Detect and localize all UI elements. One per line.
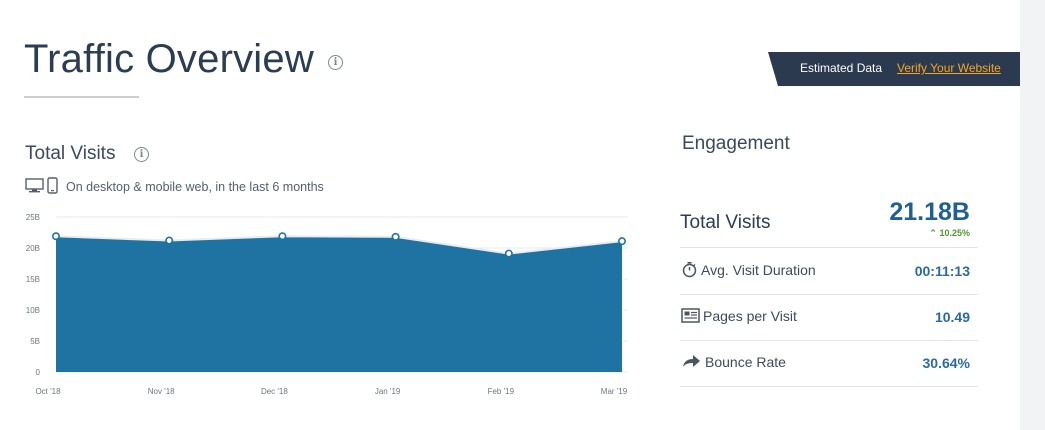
- y-tick-label: 10B: [26, 306, 40, 315]
- estimated-data-banner: [768, 52, 1020, 86]
- x-tick-label: Jan '19: [375, 387, 401, 396]
- visits-line: [55, 235, 623, 255]
- y-tick-label: 25B: [26, 213, 40, 222]
- estimated-data-label: Estimated Data: [800, 61, 883, 75]
- chart-subtitle: On desktop & mobile web, in the last 6 m…: [66, 180, 324, 194]
- page-title: Traffic Overview: [24, 37, 314, 81]
- bounce-rate-row: Bounce Rate 30.64%: [680, 341, 978, 387]
- visits-area: [56, 236, 622, 372]
- bounce-rate-label: Bounce Rate: [705, 354, 786, 370]
- total-visits-value: 21.18B: [889, 198, 970, 226]
- x-tick-label: Nov '18: [148, 387, 175, 396]
- total-visits-chart: 0 5B 10B 15B 20B 25B Oct '18 Nov '18 Dec '18 Jan …: [26, 213, 628, 396]
- x-tick-label: Oct '18: [35, 387, 61, 396]
- y-tick-label: 0: [36, 368, 41, 377]
- pages-per-visit-value: 10.49: [934, 309, 970, 325]
- pages-per-visit-row: Pages per Visit 10.49: [680, 295, 978, 341]
- x-tick-label: Feb '19: [488, 387, 515, 396]
- data-point: [278, 232, 287, 241]
- engagement-title: Engagement: [682, 133, 790, 154]
- data-point: [51, 232, 60, 241]
- scrollbar-gutter: [1020, 0, 1045, 430]
- info-icon[interactable]: i: [134, 147, 149, 162]
- total-visits-title: Total Visits: [25, 143, 116, 164]
- data-point: [504, 249, 513, 258]
- total-visits-row: Total Visits 21.18B ⌃ 10.25%: [680, 196, 978, 248]
- data-point: [391, 232, 400, 241]
- total-visits-label: Total Visits: [680, 212, 771, 233]
- info-icon[interactable]: i: [328, 55, 343, 70]
- y-tick-label: 15B: [26, 275, 40, 284]
- pages-icon: [681, 308, 700, 323]
- avg-visit-duration-row: Avg. Visit Duration 00:11:13: [680, 248, 978, 295]
- y-tick-label: 5B: [30, 337, 40, 346]
- visits-change-value: 10.25%: [939, 228, 970, 238]
- verify-website-link[interactable]: Verify Your Website: [897, 61, 1001, 75]
- title-underline: [24, 96, 139, 98]
- bounce-rate-value: 30.64%: [922, 355, 970, 371]
- stopwatch-icon: [682, 262, 697, 278]
- share-arrow-icon: [683, 355, 700, 367]
- data-point: [165, 236, 174, 245]
- avg-visit-duration-value: 00:11:13: [914, 263, 970, 279]
- chevron-up-icon: ⌃: [929, 228, 937, 238]
- visits-change: ⌃ 10.25%: [929, 228, 970, 239]
- avg-visit-duration-label: Avg. Visit Duration: [701, 262, 816, 278]
- x-tick-label: Dec '18: [261, 387, 288, 396]
- mobile-icon: [47, 177, 58, 194]
- x-tick-label: Mar '19: [601, 387, 628, 396]
- pages-per-visit-label: Pages per Visit: [703, 308, 797, 324]
- desktop-icon: [25, 178, 44, 193]
- y-tick-label: 20B: [26, 244, 40, 253]
- data-point: [617, 237, 626, 246]
